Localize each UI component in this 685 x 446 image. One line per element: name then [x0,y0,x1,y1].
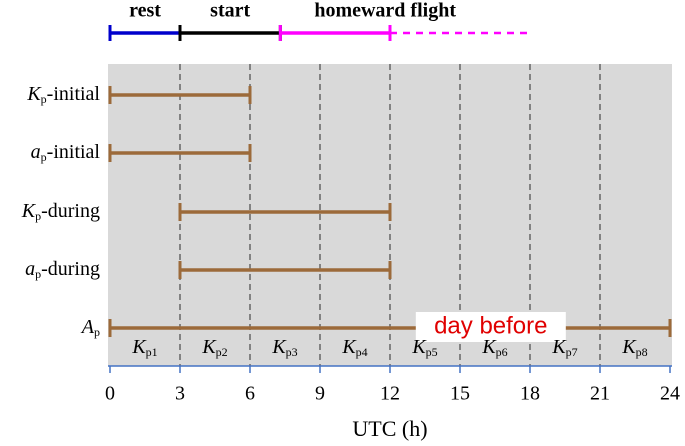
x-tick-label: 6 [245,383,255,405]
label: Kp2 [201,336,227,359]
symbol: K [341,336,357,358]
subscript: p3 [286,345,298,359]
symbol: K [271,336,287,358]
suffix: -during [41,200,100,222]
symbol: K [621,336,637,358]
symbol: K [411,336,427,358]
label: Kp8 [621,336,647,359]
label: Kp4 [341,336,367,359]
x-axis-label: UTC (h) [352,416,427,441]
label: Kp-initial [26,83,100,106]
symbol: a [25,258,35,280]
subscript: p [35,209,41,223]
x-tick-label: 21 [590,383,610,405]
subscript: p [41,150,47,164]
x-tick-label: 18 [520,383,540,405]
symbol: K [481,336,497,358]
annotation: day before [434,312,547,339]
suffix: -during [41,258,100,280]
phase-label: rest [129,0,161,22]
subscript: p7 [566,345,578,359]
symbol: A [80,316,95,338]
x-tick-label: 15 [450,383,470,405]
label: ap-during [25,258,100,281]
x-tick-label: 9 [315,383,325,405]
symbol: a [31,141,41,163]
subscript: p5 [426,345,438,359]
x-tick-label: 3 [175,383,185,405]
subscript: p4 [356,345,368,359]
symbol: K [21,200,37,222]
label: Ap [80,316,100,339]
subscript: p [94,325,100,339]
label: Kp6 [481,336,507,359]
subscript: p8 [636,345,648,359]
suffix: -initial [47,83,101,105]
symbol: K [26,83,42,105]
label: Kp1 [131,336,157,359]
phase-label: start [210,0,250,22]
label: Kp7 [551,336,577,359]
symbol: K [131,336,147,358]
symbol: K [201,336,217,358]
phase-label: homeward flight [314,0,456,22]
x-tick-label: 12 [380,383,400,405]
x-tick-label: 24 [660,383,680,405]
label: Kp5 [411,336,437,359]
subscript: p6 [496,345,508,359]
label: Kp-during [21,200,100,223]
subscript: p2 [216,345,228,359]
x-tick-label: 0 [105,383,115,405]
symbol: K [551,336,567,358]
suffix: -initial [47,141,101,163]
subscript: p1 [146,345,158,359]
annotation-background [415,312,566,342]
subscript: p [35,267,41,281]
label: ap-initial [31,141,101,164]
label: Kp3 [271,336,297,359]
subscript: p [41,92,47,106]
